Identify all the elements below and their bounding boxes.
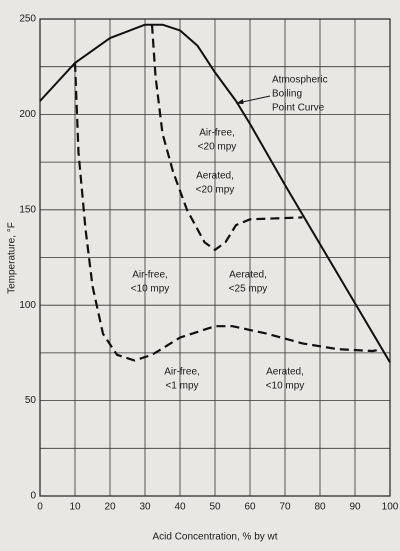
annotation: Aerated, — [229, 270, 267, 281]
annotation-arrow — [237, 95, 271, 104]
y-tick-label: 50 — [25, 395, 37, 406]
y-tick-label: 100 — [19, 300, 36, 311]
x-tick-label: 100 — [382, 502, 399, 513]
annotation: <10 mpy — [266, 381, 305, 392]
series-line — [39, 23, 391, 363]
annotation: <20 mpy — [198, 142, 237, 153]
x-tick-label: 40 — [174, 502, 186, 513]
x-axis-label: Acid Concentration, % by wt — [152, 532, 277, 543]
y-tick-label: 0 — [30, 491, 36, 502]
annotation: <20 mpy — [196, 185, 235, 196]
x-tick-label: 10 — [69, 502, 81, 513]
annotation-arrowhead — [236, 99, 244, 104]
annotation: Aerated, — [196, 171, 234, 182]
plot-frame — [39, 18, 391, 497]
annotation: Atmospheric — [272, 75, 328, 86]
x-tick-label: 30 — [139, 502, 151, 513]
series-line — [150, 24, 303, 251]
series-line — [73, 62, 384, 362]
annotation: Air-free, — [132, 270, 168, 281]
x-tick-label: 0 — [37, 502, 43, 513]
x-tick-label: 20 — [104, 502, 116, 513]
x-tick-label: 60 — [244, 502, 256, 513]
y-tick-label: 150 — [19, 204, 36, 215]
y-tick-label: 250 — [19, 14, 36, 25]
annotation: <10 mpy — [131, 284, 170, 295]
annotation: <1 mpy — [165, 381, 198, 392]
annotation: Air-free, — [164, 367, 200, 378]
x-tick-label: 50 — [209, 502, 221, 513]
x-tick-label: 80 — [314, 502, 326, 513]
annotation: Point Curve — [272, 103, 325, 114]
annotation: Aerated, — [266, 367, 304, 378]
x-tick-label: 90 — [349, 502, 361, 513]
annotation: <25 mpy — [229, 284, 268, 295]
x-tick-label: 70 — [279, 502, 291, 513]
y-tick-label: 200 — [19, 109, 36, 120]
annotation: Air-free, — [199, 128, 235, 139]
annotation: Boiling — [272, 89, 302, 100]
y-axis-label: Temperature, °F — [7, 222, 18, 294]
